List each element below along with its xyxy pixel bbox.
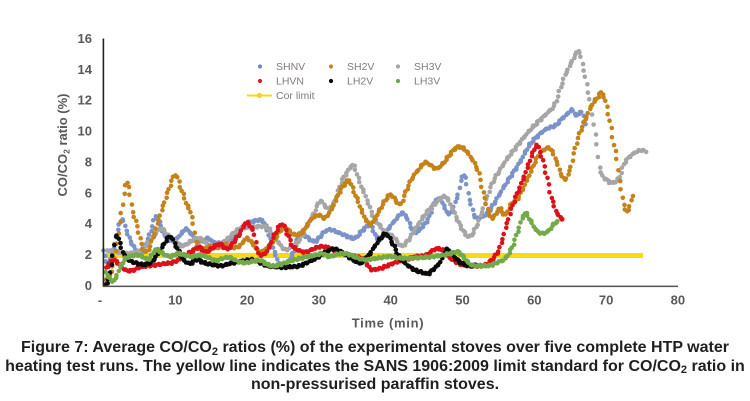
svg-text:50: 50 — [455, 293, 469, 308]
svg-text:2: 2 — [85, 247, 92, 262]
svg-text:SH2V: SH2V — [347, 61, 374, 73]
svg-text:30: 30 — [312, 293, 326, 308]
svg-text:40: 40 — [383, 293, 397, 308]
svg-text:70: 70 — [599, 293, 613, 308]
svg-text:0: 0 — [85, 278, 92, 293]
svg-text:SHNV: SHNV — [276, 61, 305, 73]
svg-text:12: 12 — [78, 93, 92, 108]
svg-text:10: 10 — [78, 124, 92, 139]
svg-text:60: 60 — [527, 293, 541, 308]
svg-text:Time (min): Time (min) — [352, 316, 425, 331]
svg-text:80: 80 — [671, 293, 685, 308]
svg-text:SH3V: SH3V — [414, 61, 441, 73]
svg-text:-: - — [98, 293, 102, 308]
svg-text:10: 10 — [168, 293, 182, 308]
svg-text:LH3V: LH3V — [414, 76, 440, 88]
svg-text:6: 6 — [85, 185, 92, 200]
svg-text:20: 20 — [240, 293, 254, 308]
svg-text:4: 4 — [85, 216, 93, 231]
svg-text:16: 16 — [78, 31, 92, 46]
svg-text:14: 14 — [78, 62, 93, 77]
svg-text:Cor limit: Cor limit — [276, 90, 315, 102]
svg-text:LHVN: LHVN — [276, 76, 304, 88]
svg-text:8: 8 — [85, 155, 92, 170]
svg-text:CO/CO2 ratio (%): CO/CO2 ratio (%) — [55, 94, 72, 197]
svg-text:LH2V: LH2V — [347, 76, 373, 88]
